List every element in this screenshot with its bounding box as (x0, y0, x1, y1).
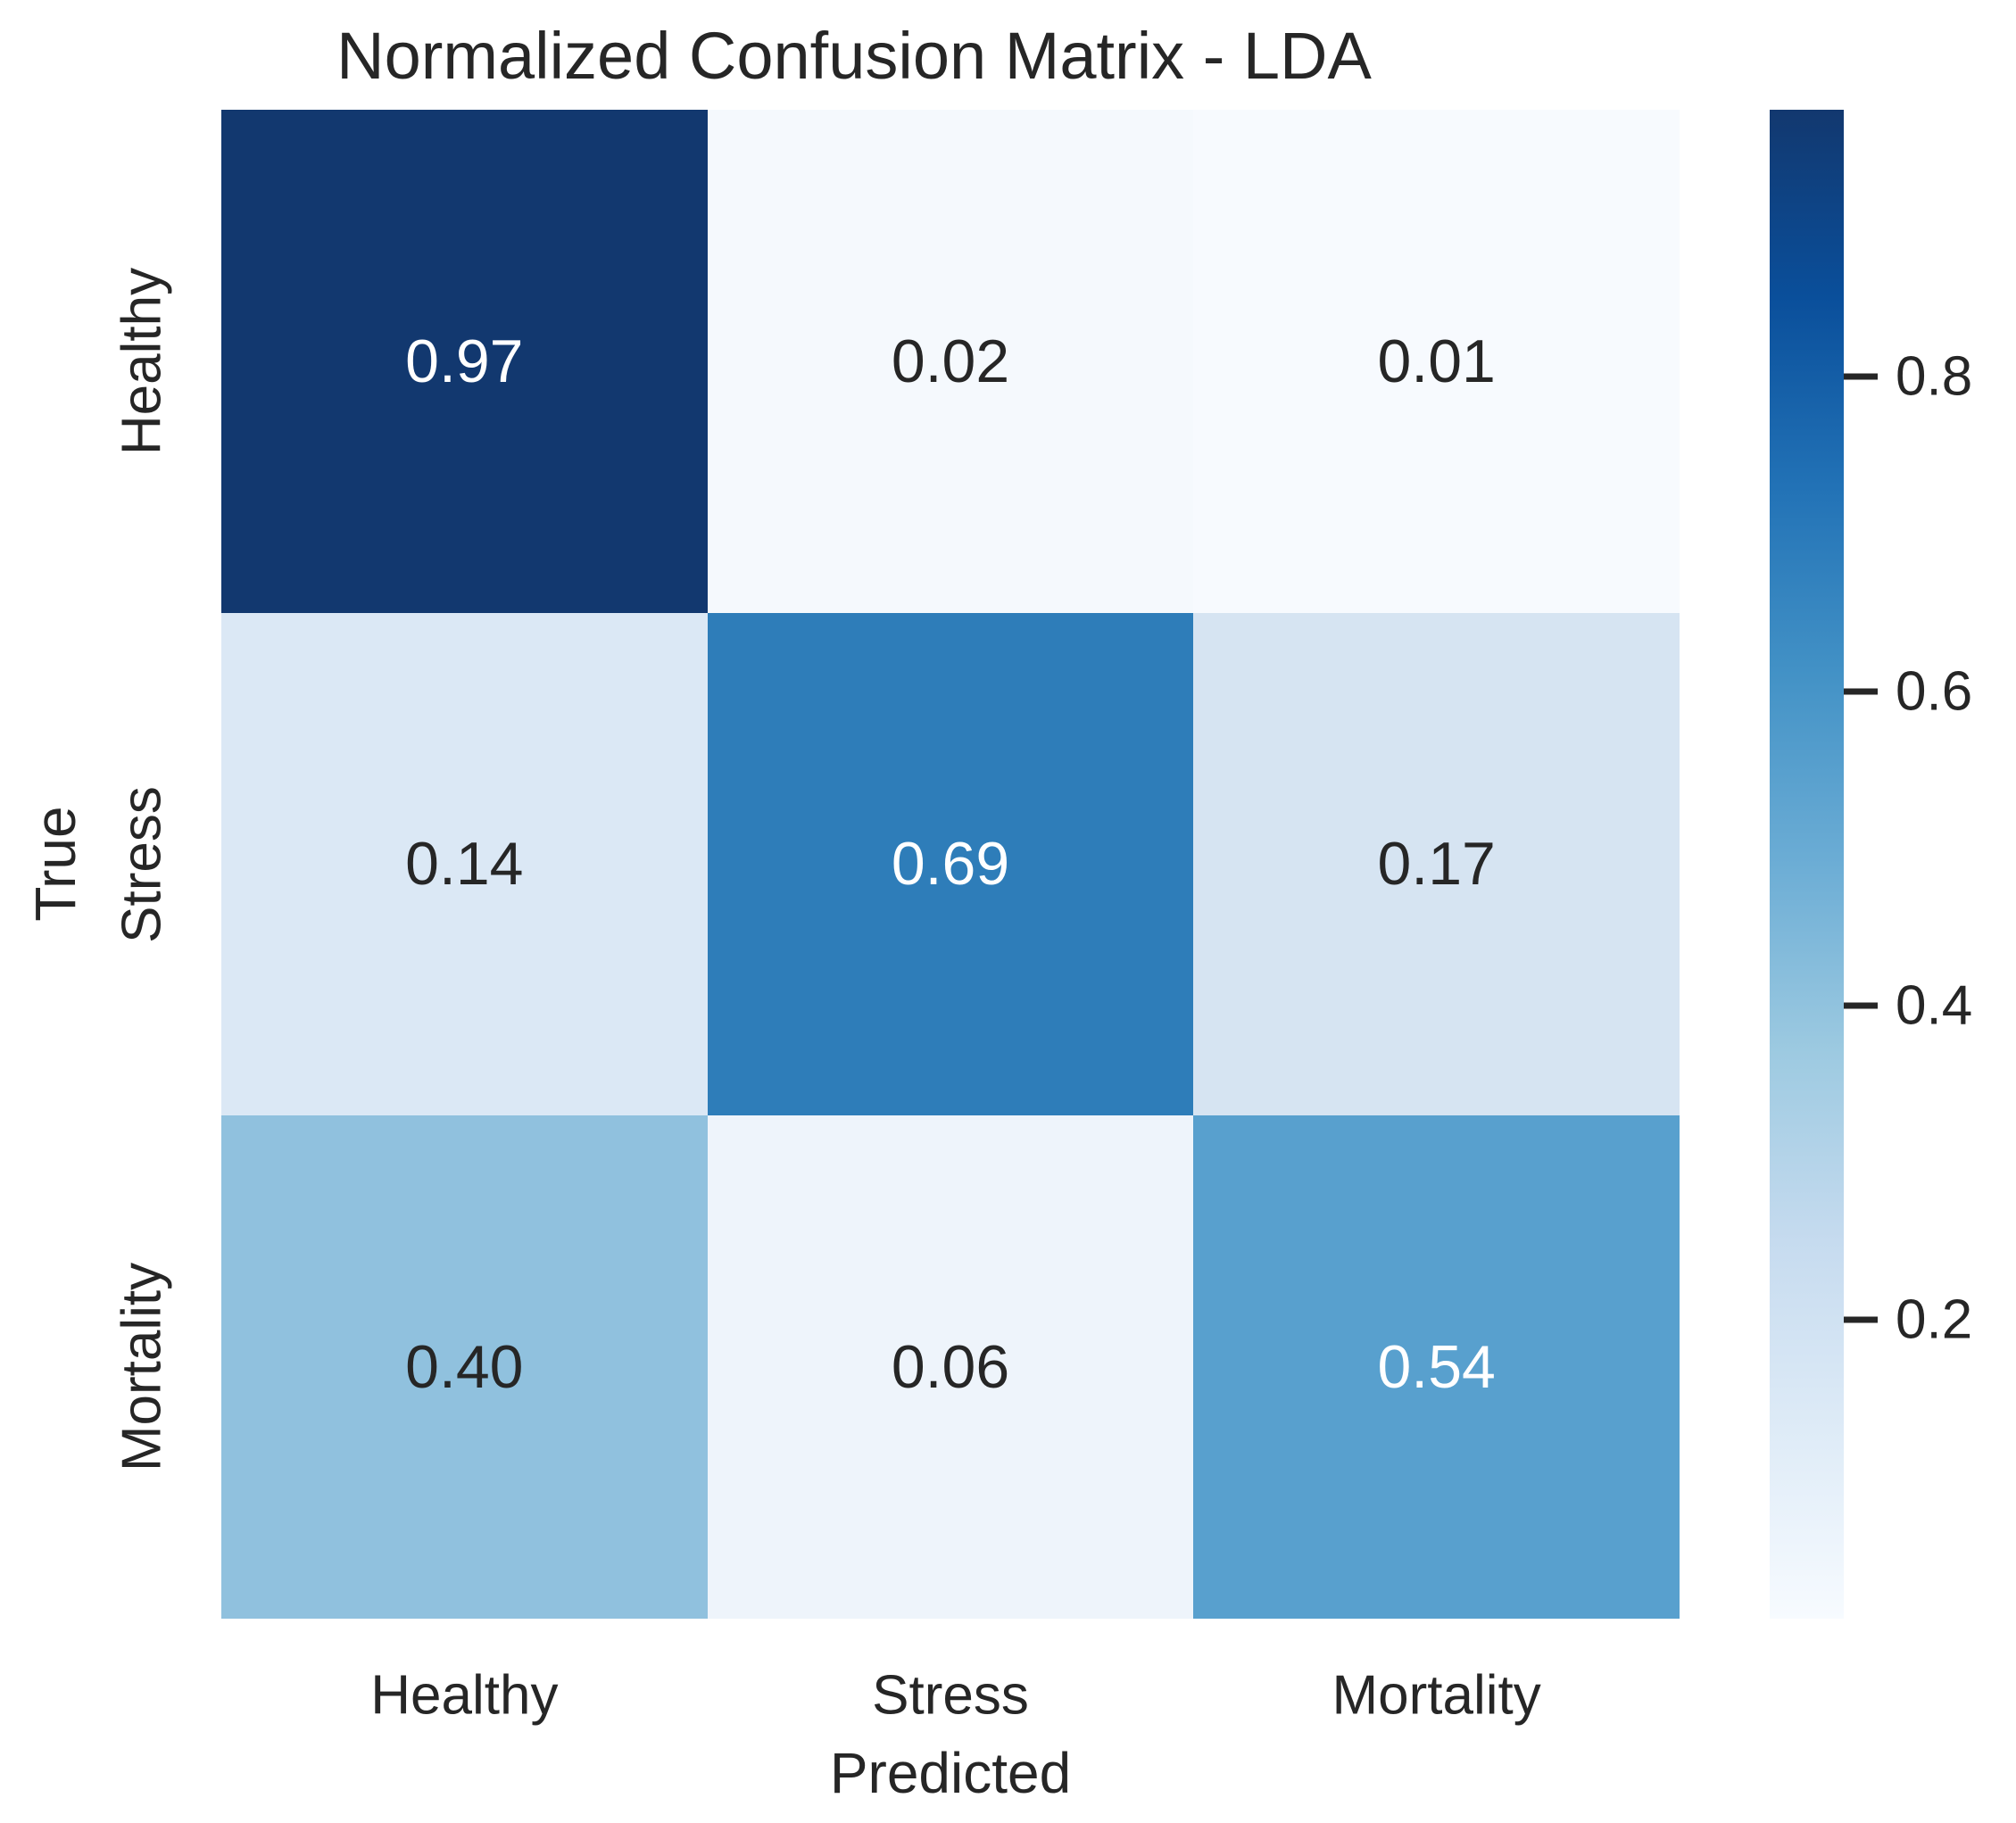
x-tick-stress: Stress (872, 1664, 1029, 1727)
colorbar-tick-mark (1844, 1316, 1878, 1323)
colorbar-tick-label: 0.4 (1896, 974, 1973, 1037)
heatmap-cell-mortality-stress: 0.06 (707, 1115, 1194, 1619)
chart-title: Normalized Confusion Matrix - LDA (336, 19, 1372, 93)
cell-value: 0.14 (405, 830, 524, 899)
colorbar (1770, 110, 1844, 1619)
cell-value: 0.17 (1377, 830, 1496, 899)
heatmap-cell-stress-mortality: 0.17 (1193, 612, 1680, 1116)
y-tick-mortality: Mortality (111, 1263, 173, 1472)
heatmap-grid: 0.97 0.02 0.01 0.14 0.69 0.17 0.40 0.06 0.54 (221, 110, 1680, 1619)
x-axis-label: Predicted (829, 1741, 1072, 1805)
x-tick-healthy: Healthy (370, 1664, 559, 1727)
cell-value: 0.97 (405, 327, 524, 395)
cell-value: 0.40 (405, 1333, 524, 1402)
heatmap-cell-healthy-mortality: 0.01 (1193, 110, 1680, 613)
heatmap-cell-mortality-healthy: 0.40 (221, 1115, 708, 1619)
heatmap-cell-mortality-mortality: 0.54 (1193, 1115, 1680, 1619)
cell-value: 0.69 (891, 830, 1010, 899)
y-axis-label: True (23, 806, 87, 922)
y-tick-stress: Stress (111, 785, 173, 943)
colorbar-tick-label: 0.8 (1896, 345, 1973, 408)
colorbar-tick-mark (1844, 688, 1878, 695)
heatmap-cell-stress-healthy: 0.14 (221, 612, 708, 1116)
cell-value: 0.06 (891, 1333, 1010, 1402)
cell-value: 0.01 (1377, 327, 1496, 395)
cell-value: 0.02 (891, 327, 1010, 395)
x-tick-mortality: Mortality (1332, 1664, 1541, 1727)
colorbar-tick-mark (1844, 373, 1878, 380)
colorbar-tick-label: 0.6 (1896, 660, 1973, 723)
y-tick-healthy: Healthy (111, 267, 173, 455)
colorbar-tick-mark (1844, 1002, 1878, 1009)
heatmap-cell-healthy-stress: 0.02 (707, 110, 1194, 613)
colorbar-tick-label: 0.2 (1896, 1289, 1973, 1351)
heatmap-cell-stress-stress: 0.69 (707, 612, 1194, 1116)
heatmap-cell-healthy-healthy: 0.97 (221, 110, 708, 613)
cell-value: 0.54 (1377, 1333, 1496, 1402)
